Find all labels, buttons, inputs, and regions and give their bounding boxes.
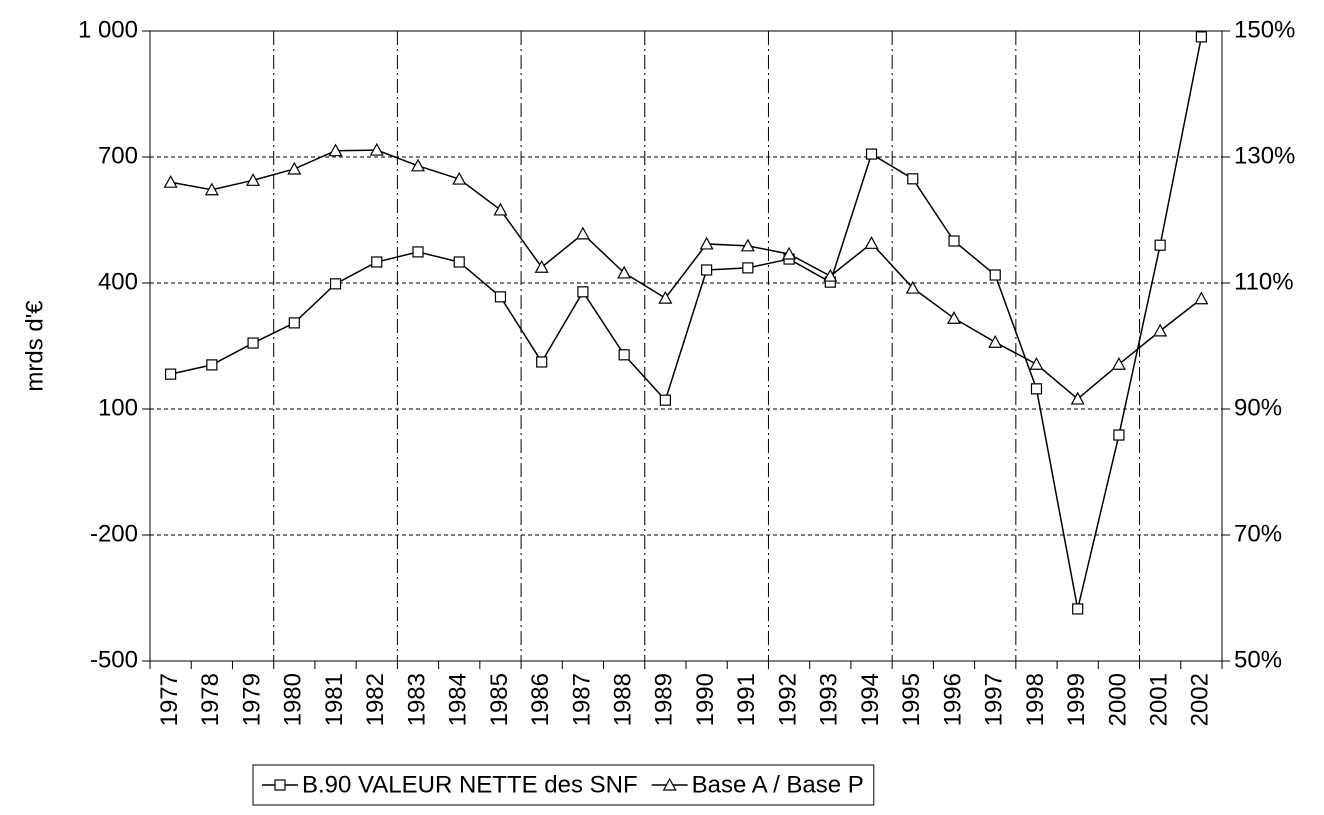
marker xyxy=(1029,357,1044,370)
x-tick-label: 1989 xyxy=(651,673,678,726)
x-tick-label: 2002 xyxy=(1187,673,1214,726)
y-tick-label: 1 000 xyxy=(78,16,138,43)
x-tick-label: 1998 xyxy=(1022,673,1049,726)
x-tick-label: 1996 xyxy=(939,673,966,726)
y2-tick-label: 70% xyxy=(1234,520,1282,547)
marker xyxy=(658,290,673,304)
marker xyxy=(328,143,343,157)
marker xyxy=(165,368,177,380)
marker xyxy=(288,317,300,329)
marker xyxy=(452,171,467,185)
x-tick-label: 1985 xyxy=(486,673,513,726)
marker xyxy=(989,269,1001,281)
marker xyxy=(948,235,960,247)
legend-label: Base A / Base P xyxy=(692,771,864,798)
marker xyxy=(659,394,671,406)
y2-tick-label: 130% xyxy=(1234,142,1295,169)
marker xyxy=(534,259,549,273)
x-tick-label: 1999 xyxy=(1063,673,1090,726)
marker xyxy=(1030,383,1043,395)
x-tick-label: 1986 xyxy=(527,673,554,726)
legend: B.90 VALEUR NETTE des SNF Base A / Base P xyxy=(252,764,875,806)
marker xyxy=(946,311,962,324)
marker xyxy=(1194,291,1209,305)
y2-tick-label: 150% xyxy=(1234,16,1295,43)
marker xyxy=(287,161,302,175)
legend-box xyxy=(252,764,875,806)
marker xyxy=(1154,239,1166,251)
y2-tick-label: 110% xyxy=(1234,268,1294,295)
marker xyxy=(494,291,507,303)
marker xyxy=(453,256,465,268)
y-tick-label: 100 xyxy=(98,394,138,421)
x-tick-label: 1991 xyxy=(733,673,760,726)
x-tick-label: 1983 xyxy=(403,673,430,726)
y-tick-label: 400 xyxy=(98,268,138,295)
marker xyxy=(988,334,1003,348)
marker xyxy=(412,246,424,258)
marker xyxy=(864,236,879,249)
x-tick-label: 1980 xyxy=(280,673,307,726)
marker xyxy=(742,262,754,274)
marker xyxy=(246,173,261,186)
y2-tick-label: 50% xyxy=(1234,646,1282,673)
marker xyxy=(206,359,218,371)
marker xyxy=(701,264,713,276)
marker xyxy=(371,256,383,268)
marker xyxy=(1195,31,1207,43)
marker xyxy=(247,337,259,349)
marker xyxy=(823,268,838,282)
marker xyxy=(618,349,630,361)
y-tick-label: -200 xyxy=(90,520,138,547)
marker xyxy=(329,278,342,290)
x-tick-label: 1994 xyxy=(857,673,884,726)
marker xyxy=(1070,391,1085,405)
x-tick-label: 1997 xyxy=(981,673,1008,726)
x-tick-label: 1979 xyxy=(238,673,265,726)
marker xyxy=(740,238,755,252)
x-tick-label: 1977 xyxy=(156,673,183,726)
x-tick-label: 1995 xyxy=(898,673,925,726)
marker xyxy=(617,265,632,279)
y2-tick-label: 90% xyxy=(1234,394,1282,421)
marker xyxy=(575,226,590,240)
x-tick-label: 1978 xyxy=(197,673,224,726)
x-tick-label: 1987 xyxy=(568,673,595,726)
marker xyxy=(577,286,589,298)
x-tick-label: 1992 xyxy=(774,673,801,726)
marker xyxy=(905,280,920,294)
marker xyxy=(369,142,384,156)
marker xyxy=(907,173,919,185)
marker xyxy=(410,158,426,172)
marker xyxy=(865,148,878,160)
marker xyxy=(1111,357,1126,370)
x-tick-label: 2001 xyxy=(1145,673,1172,726)
x-tick-label: 1988 xyxy=(609,673,636,726)
marker xyxy=(1153,323,1168,337)
x-tick-label: 1984 xyxy=(445,673,472,726)
legend-label: B.90 VALEUR NETTE des SNF xyxy=(302,771,638,798)
marker xyxy=(163,174,178,188)
marker xyxy=(1072,603,1084,615)
x-tick-label: 1981 xyxy=(321,673,348,726)
marker xyxy=(1113,429,1125,441)
x-tick-label: 2000 xyxy=(1104,673,1131,726)
y-tick-label: -500 xyxy=(90,646,138,673)
y-tick-label: 700 xyxy=(98,142,138,169)
marker xyxy=(782,246,797,260)
x-tick-label: 1990 xyxy=(692,673,719,726)
marker xyxy=(204,182,219,196)
x-tick-label: 1982 xyxy=(362,673,389,726)
marker xyxy=(493,202,508,216)
legend-marker xyxy=(662,777,677,791)
series-line xyxy=(170,149,1202,400)
marker xyxy=(699,236,714,250)
y-axis-title: mrds d'€ xyxy=(21,300,48,392)
marker xyxy=(536,356,548,368)
x-tick-label: 1993 xyxy=(816,673,843,726)
legend-marker xyxy=(274,779,286,791)
